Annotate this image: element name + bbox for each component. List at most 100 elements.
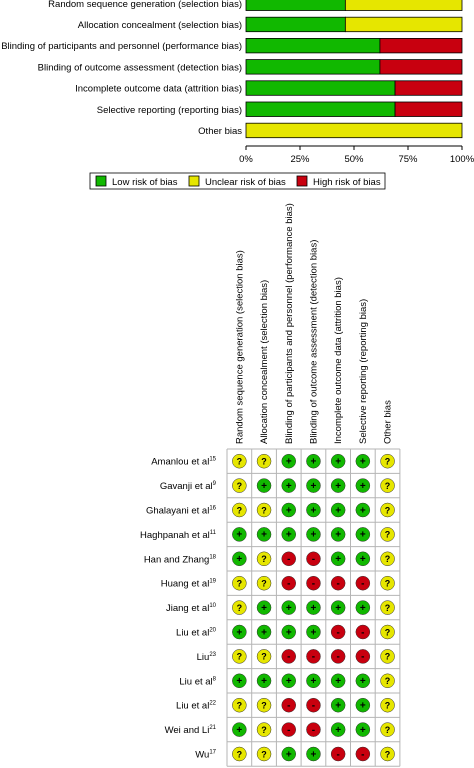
risk-symbol-label: ? [237,505,243,515]
risk-symbol [306,697,321,713]
risk-symbol-label: ? [385,505,391,515]
risk-symbol-label: + [286,603,292,614]
risk-symbol [330,527,346,542]
study-label: Haghpanah et al11 [140,530,217,541]
risk-symbol-label: - [312,554,315,565]
risk-symbol [281,453,296,469]
risk-symbol [281,722,296,737]
study-label: Jiang et al10 [166,603,217,614]
risk-symbol [330,697,346,713]
risk-symbol-label: + [236,554,242,565]
study-reference: 20 [209,628,216,634]
risk-symbol [355,746,371,762]
risk-symbol-label: + [335,676,341,687]
risk-symbol [232,697,247,713]
study-label: Liu23 [197,652,217,663]
risk-symbol [306,551,321,567]
category-label: Allocation concealment (selection bias) [78,20,242,31]
risk-symbol-label: + [286,530,292,541]
study-reference: 22 [209,701,216,707]
risk-symbol [232,551,247,567]
risk-symbol [380,697,395,713]
risk-symbol [330,722,346,737]
study-reference: 16 [209,506,216,512]
risk-symbol [330,575,346,591]
risk-symbol [281,673,296,689]
category-label: Other bias [198,126,242,137]
risk-symbol-label: - [312,652,315,663]
risk-symbol [355,673,371,689]
bar-segment [344,0,463,11]
risk-symbol [306,673,321,689]
column-header: Allocation concealment (selection bias) [259,280,270,444]
risk-symbol-label: ? [385,530,391,540]
risk-symbol-label: + [360,676,366,687]
risk-symbol-label: - [287,554,290,565]
legend-entry: Unclear risk of bias [205,177,286,188]
risk-symbol-label: + [335,457,341,468]
x-tick-label: 50% [344,154,364,165]
risk-symbol-label: ? [385,481,391,491]
risk-symbol-label: + [360,530,366,541]
risk-symbol [355,624,371,640]
risk-symbol [281,575,296,591]
risk-symbol-label: ? [237,579,243,589]
risk-symbol [281,551,296,567]
risk-symbol [380,722,395,737]
study-reference: 9 [213,481,217,487]
risk-symbol-label: ? [237,481,243,491]
risk-symbol [306,575,321,591]
risk-symbol-label: + [311,457,317,468]
x-tick-label: 0% [239,154,253,165]
risk-symbol [306,746,321,762]
risk-symbol [355,575,371,591]
study-name: Haghpanah et al [140,530,210,541]
risk-symbol-label: - [336,749,339,760]
risk-symbol-label: ? [237,603,243,613]
risk-symbol [232,527,247,542]
risk-symbol [281,624,296,640]
risk-symbol [330,746,346,762]
bar-segment [245,80,396,96]
study-label: Han and Zhang18 [144,554,217,565]
risk-symbol-label: + [360,701,366,712]
risk-symbol-label: + [286,749,292,760]
risk-symbol [380,624,395,640]
study-label: Huang et al19 [161,579,217,590]
risk-symbol-label: + [236,627,242,638]
risk-symbol-label: ? [385,457,391,467]
legend: Low risk of bias Unclear risk of bias High… [89,172,386,190]
risk-symbol-label: ? [261,725,267,735]
risk-symbol-label: + [335,603,341,614]
risk-symbol [330,600,346,615]
risk-symbol [330,649,346,664]
bar-segment [245,16,346,33]
risk-symbol-label: ? [385,725,391,735]
bar-segment [245,0,346,11]
column-header: Selective reporting (reporting bias) [358,299,369,444]
risk-symbol-label: + [360,725,366,736]
risk-symbol-label: ? [385,749,391,759]
risk-symbol-label: + [360,603,366,614]
risk-symbol [355,600,371,615]
risk-symbol [256,746,272,762]
study-label: Liu et al20 [176,628,217,639]
risk-symbol [232,649,247,664]
risk-symbol [306,478,321,493]
risk-symbol-label: + [311,676,317,687]
risk-symbol-label: - [287,701,290,712]
risk-symbol-label: ? [385,554,391,564]
risk-symbol-label: ? [261,749,267,759]
risk-symbol-label: + [236,725,242,736]
risk-symbol [330,502,346,518]
study-label: Gavanji et al9 [160,481,217,492]
study-label: Liu et al8 [179,676,216,687]
risk-symbol-label: + [261,530,267,541]
risk-symbol-label: ? [385,603,391,613]
legend-box [89,172,386,190]
risk-symbol [281,600,296,615]
risk-symbol-label: + [311,603,317,614]
study-reference: 15 [209,457,216,463]
study-name: Gavanji et al [160,481,213,492]
risk-symbol [256,551,272,567]
